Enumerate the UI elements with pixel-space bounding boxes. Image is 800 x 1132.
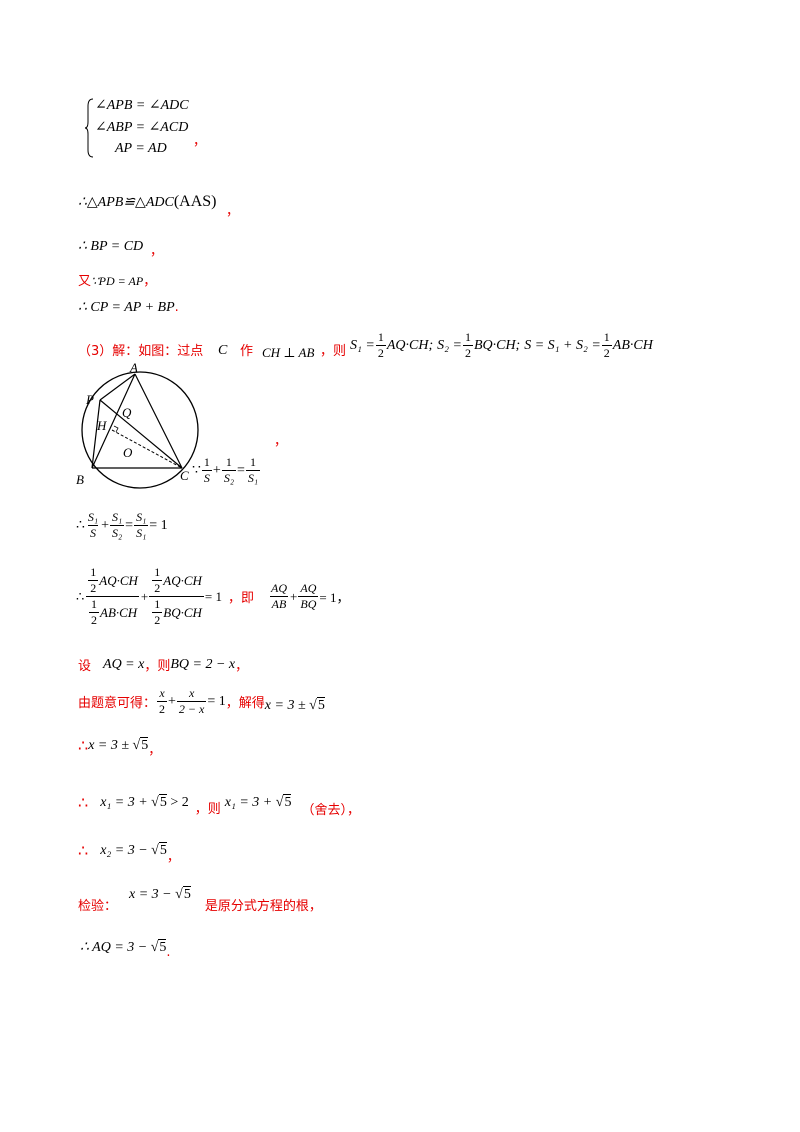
reject-note: （舍去）， — [301, 803, 360, 818]
equation-label: 由题意可得： — [78, 696, 157, 711]
label-o: O — [123, 445, 133, 460]
segment-ac — [134, 373, 183, 469]
congruence-tag: (AAS) — [173, 193, 217, 210]
big-frac-1: 1 2 AQ·CH 1 2 AB·CH — [85, 565, 140, 628]
ab-ch: AB·CH — [612, 337, 653, 353]
pd-ap-comma: ， — [143, 274, 157, 289]
aq-eq-x: AQ = x — [103, 656, 145, 672]
cp-text: ∴ CP = AP + BP — [78, 300, 175, 315]
segment-pa — [99, 373, 136, 401]
congruence-statement: ∴△APB≌△ADC(AAS) — [78, 193, 217, 211]
circle-figure: A P Q H O B C — [76, 360, 199, 489]
therefore-sign: ∴ — [76, 518, 85, 533]
system-comma: ， — [193, 134, 207, 149]
s2-eq: S₂ = — [437, 337, 462, 353]
pd-ap-text: ∵PD = AP — [91, 274, 144, 288]
congruence-comma: ， — [226, 204, 240, 219]
label-h: H — [96, 418, 107, 433]
label-q: Q — [122, 405, 132, 420]
ratio-sum-equation: ∴ S₁ S + S₁ S₂ = S₁ S₁ = 1 — [76, 510, 168, 540]
system-brace — [84, 98, 94, 158]
big-frac-2: 1 2 AQ·CH 1 2 BQ·CH — [149, 565, 204, 628]
ji-label: ，即 — [228, 591, 255, 606]
check-label: 检验： — [78, 899, 118, 914]
label-c: C — [180, 468, 189, 483]
you-label: 又 — [78, 274, 92, 289]
solution-line-1: ∴ x = 3 ± √5 ， — [78, 736, 162, 758]
s-eq: S = S₁ + S₂ = — [524, 337, 601, 353]
final-answer: ∴ AQ = 3 − √5 . — [80, 939, 171, 960]
pd-ap-line: 又∵PD = AP， — [78, 270, 156, 290]
solution-line-3: ∴ x₂ = 3 − √5 ， — [78, 841, 180, 865]
aq-ch: AQ·CH; — [386, 337, 434, 353]
frac-1-over-s2: 1 S₂ — [221, 455, 236, 485]
label-b: B — [76, 472, 84, 487]
perp-text: CH ⊥ AB — [262, 345, 315, 360]
set-variable-line: 设 AQ = x ，则 BQ = 2 − x ， — [78, 656, 249, 675]
bq-eq: BQ = 2 − x — [170, 656, 236, 672]
she-label: 设 — [78, 659, 92, 674]
segment-pb — [91, 399, 101, 469]
figure-comma: ， — [274, 434, 288, 449]
s1-eq: S₁ = — [350, 337, 375, 353]
label-p: P — [85, 392, 94, 407]
because-sign: ∵ — [192, 463, 201, 478]
solution-line-2: ∴ x₁ = 3 + √5 > 2 ，则 x₁ = 3 + √5 （舍去）， — [78, 793, 360, 818]
ratio-expand-equation: ∴ 1 2 AQ·CH 1 2 AB·CH + 1 2 AQ·CH 1 2 BQ·CH = 1 … — [76, 565, 350, 628]
jiede-label: ，解得 — [225, 696, 265, 711]
part3-label: （3）解：如图：过点 — [78, 344, 204, 359]
right-angle-mark — [113, 425, 119, 433]
circumcircle — [81, 371, 199, 489]
cp-period: . — [174, 300, 179, 315]
point-c: C — [218, 343, 228, 358]
segment-ab — [91, 373, 136, 469]
bp-equals-cd: ∴ BP = CD — [78, 239, 144, 254]
system-line-1: ∠APB = ∠ADC — [95, 98, 189, 113]
frac-1-over-s1: 1 S₁ — [245, 455, 261, 485]
label-a: A — [129, 360, 138, 375]
check-line: 检验： x = 3 − √5 是原分式方程的根， — [78, 886, 322, 914]
system-line-2: ∠ABP = ∠ACD — [95, 120, 189, 135]
system-line-3: AP = AD — [115, 141, 167, 156]
zuo-label: 作 — [240, 344, 254, 359]
bq-ch: BQ·CH; — [473, 337, 521, 353]
segment-ch — [111, 429, 183, 469]
segment-pc — [99, 399, 183, 469]
ze-label: ，则 — [320, 344, 347, 359]
bp-cd-comma: ， — [150, 244, 164, 259]
congruence-text: ∴△APB≌△ADC — [78, 195, 174, 210]
check-note: 是原分式方程的根， — [204, 899, 322, 914]
cp-line: ∴ CP = AP + BP. — [78, 298, 179, 316]
solution-pm: x = 3 ± √5 — [264, 696, 325, 713]
